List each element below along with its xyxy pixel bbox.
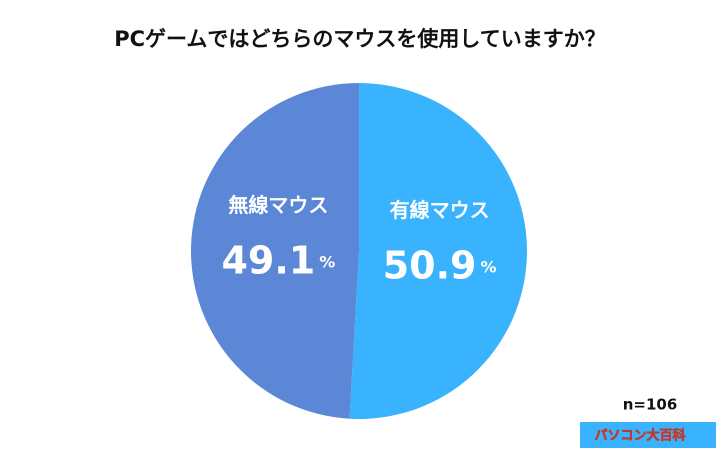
sample-size: n=106	[623, 396, 678, 414]
labels: 有線マウス 50.9 % 無線マウス 49.1%	[221, 193, 496, 287]
chart-title: PCゲームではどちらのマウスを使用していますか？	[114, 27, 606, 51]
value-label: 49.1%	[221, 238, 335, 282]
pie-slice	[349, 83, 528, 419]
pie	[191, 83, 528, 419]
logo-text: パソコン大百科	[594, 428, 685, 444]
logo: パソコン大百科	[580, 422, 716, 448]
pie-slice	[191, 83, 359, 419]
slice-label: 無線マウス	[228, 193, 328, 217]
logo-box	[580, 422, 716, 448]
value-label: 50.9%	[383, 243, 497, 287]
slice-label: 有線マウス	[390, 198, 490, 222]
